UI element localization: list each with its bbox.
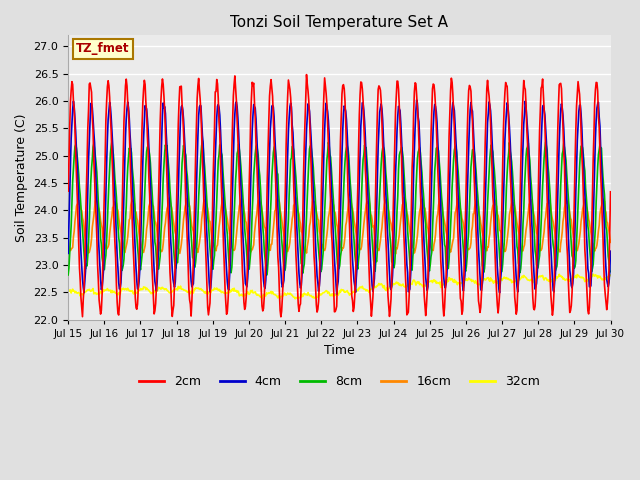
32cm — [589, 271, 597, 277]
2cm — [607, 189, 614, 195]
16cm — [214, 242, 221, 248]
16cm — [185, 204, 193, 209]
2cm — [130, 258, 138, 264]
32cm — [64, 287, 72, 292]
4cm — [74, 179, 82, 185]
2cm — [277, 314, 285, 320]
Text: TZ_fmet: TZ_fmet — [76, 42, 130, 56]
4cm — [214, 103, 221, 109]
16cm — [74, 202, 82, 207]
Y-axis label: Soil Temperature (C): Soil Temperature (C) — [15, 113, 28, 242]
16cm — [130, 199, 138, 204]
8cm — [214, 158, 222, 164]
Title: Tonzi Soil Temperature Set A: Tonzi Soil Temperature Set A — [230, 15, 449, 30]
4cm — [422, 282, 430, 288]
X-axis label: Time: Time — [324, 344, 355, 357]
32cm — [258, 296, 266, 302]
4cm — [607, 248, 614, 254]
Legend: 2cm, 4cm, 8cm, 16cm, 32cm: 2cm, 4cm, 8cm, 16cm, 32cm — [134, 370, 545, 393]
Line: 4cm: 4cm — [68, 100, 611, 294]
4cm — [406, 286, 413, 292]
8cm — [130, 181, 138, 187]
4cm — [413, 97, 420, 103]
Line: 32cm: 32cm — [68, 274, 611, 299]
32cm — [214, 287, 221, 292]
16cm — [562, 194, 570, 200]
16cm — [422, 210, 429, 216]
4cm — [333, 291, 340, 297]
32cm — [422, 283, 429, 289]
8cm — [198, 138, 206, 144]
8cm — [407, 267, 415, 273]
16cm — [64, 237, 72, 243]
32cm — [406, 282, 413, 288]
8cm — [607, 269, 614, 275]
8cm — [422, 239, 430, 244]
4cm — [185, 236, 193, 242]
Line: 2cm: 2cm — [68, 74, 611, 317]
8cm — [185, 198, 193, 204]
16cm — [607, 240, 614, 245]
Line: 8cm: 8cm — [68, 141, 611, 275]
8cm — [64, 272, 72, 278]
4cm — [130, 217, 138, 223]
16cm — [406, 228, 413, 233]
2cm — [214, 81, 221, 86]
4cm — [64, 251, 72, 256]
2cm — [185, 286, 193, 292]
2cm — [74, 217, 82, 223]
2cm — [64, 188, 72, 194]
8cm — [74, 162, 82, 168]
2cm — [422, 303, 430, 309]
8cm — [262, 272, 270, 278]
32cm — [130, 291, 138, 297]
2cm — [303, 72, 310, 77]
32cm — [185, 289, 193, 295]
32cm — [607, 272, 614, 278]
32cm — [74, 290, 82, 296]
16cm — [392, 251, 399, 257]
Line: 16cm: 16cm — [68, 197, 611, 254]
2cm — [407, 244, 415, 250]
